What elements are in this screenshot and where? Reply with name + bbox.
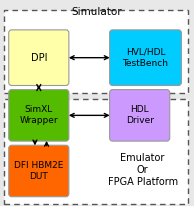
FancyBboxPatch shape [9,90,69,141]
Text: DPI: DPI [30,53,47,63]
FancyBboxPatch shape [110,30,181,85]
Text: Emulator
Or
FPGA Platform: Emulator Or FPGA Platform [107,153,178,187]
FancyBboxPatch shape [9,145,69,197]
Text: HVL/HDL
TestBench: HVL/HDL TestBench [122,48,169,68]
FancyBboxPatch shape [110,90,170,141]
Bar [4,99,188,204]
FancyBboxPatch shape [9,30,69,85]
Text: Simulator: Simulator [72,7,122,17]
Text: DFI HBM2E
DUT: DFI HBM2E DUT [14,161,63,181]
Bar [4,10,188,93]
Text: SimXL
Wrapper: SimXL Wrapper [19,105,58,125]
Text: HDL
Driver: HDL Driver [126,105,154,125]
